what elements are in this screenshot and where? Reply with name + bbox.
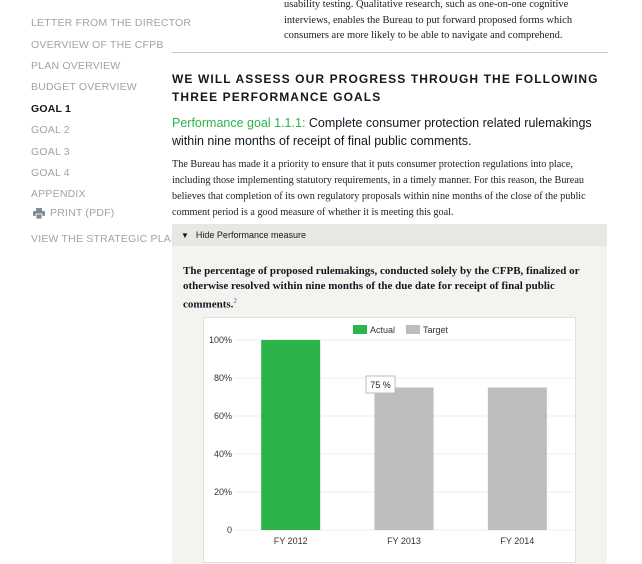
- section-divider: [172, 52, 608, 53]
- legend-label[interactable]: Actual: [370, 325, 395, 335]
- bar-target[interactable]: [487, 387, 547, 531]
- sidebar-item-goal-2[interactable]: GOAL 2: [31, 124, 70, 136]
- measure-description: The percentage of proposed rulemakings, …: [183, 264, 593, 313]
- sidebar-nav: LETTER FROM THE DIRECTOR OVERVIEW OF THE…: [0, 0, 191, 564]
- sidebar-item-letter[interactable]: LETTER FROM THE DIRECTOR: [31, 17, 192, 29]
- bar-actual[interactable]: [261, 340, 321, 530]
- y-tick-label: 40%: [214, 449, 232, 459]
- footnote-link[interactable]: 2: [233, 297, 237, 305]
- triangle-down-icon: ▼: [181, 230, 189, 240]
- y-tick-label: 80%: [214, 373, 232, 383]
- section-title: WE WILL ASSESS OUR PROGRESS THROUGH THE …: [172, 72, 599, 104]
- x-tick-label: FY 2012: [274, 536, 308, 546]
- y-tick-label: 60%: [214, 411, 232, 421]
- sidebar-item-goal-3[interactable]: GOAL 3: [31, 146, 70, 158]
- bar-target[interactable]: [374, 387, 434, 531]
- measure-text: The percentage of proposed rulemakings, …: [183, 265, 580, 311]
- y-tick-label: 100%: [209, 335, 232, 345]
- print-pdf-link[interactable]: PRINT (PDF): [33, 207, 114, 219]
- y-tick-label: 20%: [214, 487, 232, 497]
- tooltip-box: [365, 375, 396, 394]
- bar-chart: Actual Target 0 20% 40% 60% 80% 100% FY 2012 FY …: [209, 325, 574, 546]
- x-tick-label: FY 2014: [500, 536, 534, 546]
- tooltip-text: 75 %: [370, 380, 391, 390]
- performance-goal-heading: Performance goal 1.1.1: Complete consume…: [172, 114, 602, 150]
- x-tick-label: FY 2013: [387, 536, 421, 546]
- sidebar-item-budget[interactable]: BUDGET OVERVIEW: [31, 81, 137, 93]
- toggle-label: Hide Performance measure: [195, 230, 306, 240]
- sidebar-item-goal-4[interactable]: GOAL 4: [31, 167, 70, 179]
- intro-line: usability testing. Qualitative research,…: [284, 0, 569, 10]
- view-strategic-plan-link[interactable]: VIEW THE STRATEGIC PLAN: [31, 233, 179, 245]
- performance-chart: Actual Target 0 20% 40% 60% 80% 100% FY 2012 FY …: [203, 317, 576, 563]
- intro-paragraph: usability testing. Qualitative research,…: [284, 0, 602, 44]
- goal-description: The Bureau has made it a priority to ens…: [172, 159, 586, 218]
- sidebar-item-appendix[interactable]: APPENDIX: [31, 188, 86, 200]
- intro-line: consumers are more likely to be able to …: [284, 30, 563, 41]
- performance-goal-label: Performance goal 1.1.1:: [172, 116, 306, 130]
- sidebar-item-plan-overview[interactable]: PLAN OVERVIEW: [31, 60, 121, 72]
- printer-icon: [33, 207, 45, 219]
- performance-measure-panel: The percentage of proposed rulemakings, …: [172, 246, 607, 564]
- sidebar-item-goal-1[interactable]: GOAL 1: [31, 103, 72, 115]
- legend-swatch: [406, 325, 420, 334]
- y-tick-label: 0: [227, 525, 232, 535]
- legend-label[interactable]: Target: [423, 325, 449, 335]
- performance-goal-text: Complete consumer protection related rul…: [172, 116, 592, 148]
- hide-performance-measure-toggle[interactable]: ▼ Hide Performance measure: [172, 224, 607, 246]
- print-pdf-label: PRINT (PDF): [50, 207, 115, 219]
- intro-line: interviews, enables the Bureau to put fo…: [284, 14, 573, 26]
- legend-swatch: [353, 325, 367, 334]
- sidebar-item-overview[interactable]: OVERVIEW OF THE CFPB: [31, 39, 164, 51]
